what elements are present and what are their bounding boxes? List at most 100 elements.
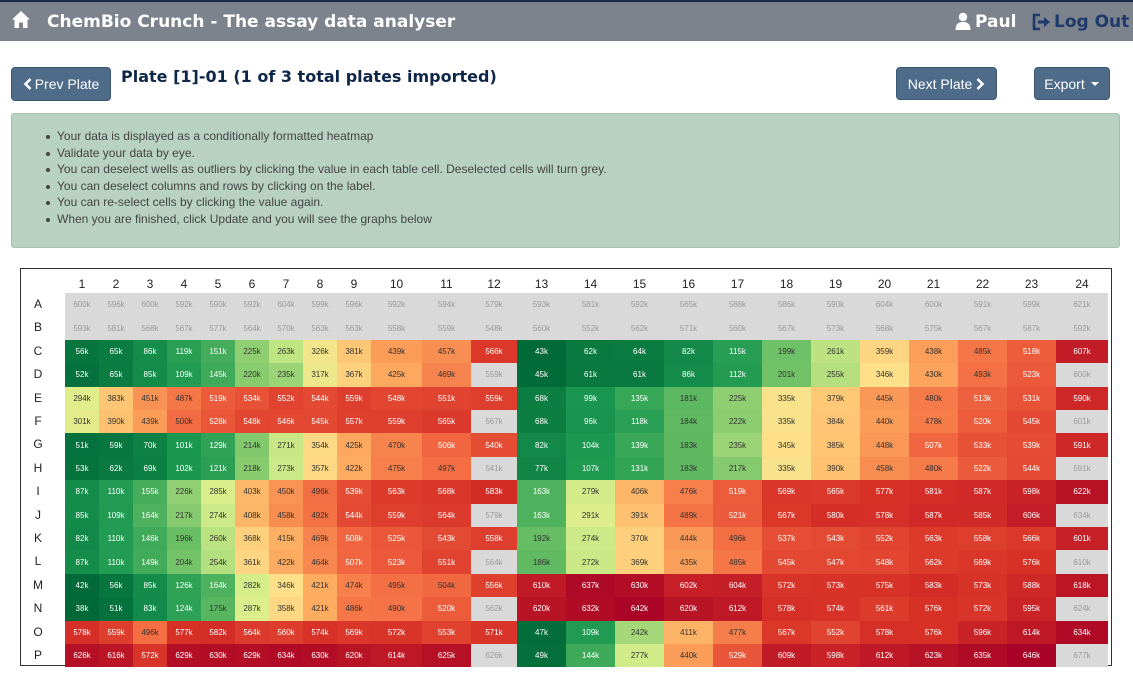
column-label-13[interactable]: 13	[534, 277, 549, 291]
well-J9[interactable]: 544k	[337, 503, 371, 527]
well-I22[interactable]: 587k	[958, 480, 1007, 504]
column-label-4[interactable]: 4	[180, 277, 188, 291]
well-I1[interactable]: 87k	[65, 480, 99, 504]
well-G16[interactable]: 183k	[664, 433, 713, 457]
well-B4[interactable]: 567k	[167, 316, 201, 340]
logout-icon[interactable]	[1032, 13, 1052, 31]
well-F19[interactable]: 384k	[811, 410, 860, 434]
well-N7[interactable]: 358k	[269, 597, 303, 621]
well-H22[interactable]: 522k	[958, 456, 1007, 481]
well-D7[interactable]: 235k	[269, 363, 303, 387]
well-C13[interactable]: 43k	[517, 339, 566, 364]
well-N5[interactable]: 175k	[201, 597, 235, 621]
well-G5[interactable]: 129k	[201, 433, 235, 457]
well-D15[interactable]: 61k	[615, 363, 664, 387]
well-A20[interactable]: 604k	[860, 293, 909, 317]
well-B22[interactable]: 567k	[958, 316, 1007, 340]
well-J11[interactable]: 564k	[422, 503, 471, 527]
well-C5[interactable]: 151k	[201, 339, 235, 364]
well-D13[interactable]: 45k	[517, 363, 566, 387]
row-label-D[interactable]: D	[33, 367, 43, 382]
well-J10[interactable]: 559k	[371, 503, 422, 527]
well-C2[interactable]: 65k	[99, 339, 133, 364]
well-G4[interactable]: 101k	[167, 433, 201, 457]
column-label-12[interactable]: 12	[487, 277, 501, 291]
well-J13[interactable]: 163k	[517, 503, 566, 527]
well-B18[interactable]: 567k	[762, 316, 811, 340]
well-H5[interactable]: 121k	[201, 456, 235, 481]
well-I16[interactable]: 476k	[664, 480, 713, 504]
next-plate-button[interactable]: Next Plate	[896, 67, 997, 100]
row-label-O[interactable]: O	[33, 624, 43, 639]
well-I23[interactable]: 598k	[1007, 480, 1056, 504]
well-K19[interactable]: 543k	[811, 527, 860, 551]
well-G12[interactable]: 540k	[471, 433, 517, 457]
export-button[interactable]: Export	[1034, 67, 1110, 100]
column-label-20[interactable]: 20	[877, 277, 892, 291]
well-K24[interactable]: 601k	[1056, 527, 1108, 551]
well-G14[interactable]: 104k	[566, 433, 615, 457]
column-label-11[interactable]: 11	[440, 277, 453, 291]
column-label-10[interactable]: 10	[389, 277, 404, 291]
well-K6[interactable]: 368k	[235, 527, 269, 551]
well-N18[interactable]: 578k	[762, 597, 811, 621]
well-M6[interactable]: 282k	[235, 573, 269, 598]
row-label-F[interactable]: F	[34, 414, 42, 428]
well-D4[interactable]: 109k	[167, 363, 201, 387]
well-C22[interactable]: 485k	[958, 339, 1007, 364]
well-E12[interactable]: 559k	[471, 386, 517, 410]
well-E8[interactable]: 544k	[303, 386, 337, 410]
well-I13[interactable]: 163k	[517, 480, 566, 504]
well-B2[interactable]: 581k	[99, 316, 133, 340]
well-J18[interactable]: 567k	[762, 503, 811, 527]
well-K8[interactable]: 469k	[303, 527, 337, 551]
well-M13[interactable]: 610k	[517, 573, 566, 598]
well-L15[interactable]: 369k	[615, 550, 664, 574]
well-E24[interactable]: 590k	[1056, 386, 1108, 410]
well-L21[interactable]: 562k	[909, 550, 958, 574]
well-O11[interactable]: 553k	[422, 620, 471, 644]
well-B16[interactable]: 571k	[664, 316, 713, 340]
row-label-P[interactable]: P	[33, 648, 42, 662]
well-I14[interactable]: 279k	[566, 480, 615, 504]
well-B24[interactable]: 592k	[1056, 316, 1108, 340]
well-C23[interactable]: 518k	[1007, 339, 1056, 364]
well-G11[interactable]: 506k	[422, 433, 471, 457]
well-F1[interactable]: 301k	[65, 410, 99, 434]
well-G20[interactable]: 448k	[860, 433, 909, 457]
well-F5[interactable]: 528k	[201, 410, 235, 434]
well-C18[interactable]: 199k	[762, 339, 811, 364]
well-K17[interactable]: 496k	[713, 527, 762, 551]
well-H20[interactable]: 458k	[860, 456, 909, 481]
row-label-H[interactable]: H	[33, 460, 43, 475]
well-G22[interactable]: 533k	[958, 433, 1007, 457]
well-F17[interactable]: 222k	[713, 410, 762, 434]
well-D3[interactable]: 85k	[133, 363, 167, 387]
well-K23[interactable]: 566k	[1007, 527, 1056, 551]
well-A12[interactable]: 579k	[471, 293, 517, 317]
well-J1[interactable]: 85k	[65, 503, 99, 527]
well-A4[interactable]: 592k	[167, 293, 201, 317]
well-A9[interactable]: 596k	[337, 293, 371, 317]
well-J8[interactable]: 492k	[303, 503, 337, 527]
well-C15[interactable]: 64k	[615, 339, 664, 364]
well-P7[interactable]: 634k	[269, 644, 303, 668]
well-P14[interactable]: 144k	[566, 644, 615, 668]
well-M17[interactable]: 604k	[713, 573, 762, 598]
well-A1[interactable]: 600k	[65, 293, 99, 317]
well-O1[interactable]: 578k	[65, 620, 99, 644]
well-M10[interactable]: 495k	[371, 573, 422, 598]
well-A21[interactable]: 600k	[909, 293, 958, 317]
well-K20[interactable]: 552k	[860, 527, 909, 551]
well-I11[interactable]: 568k	[422, 480, 471, 504]
well-P19[interactable]: 598k	[811, 644, 860, 668]
well-C8[interactable]: 326k	[303, 339, 337, 364]
well-L20[interactable]: 548k	[860, 550, 909, 574]
home-icon[interactable]	[11, 10, 31, 30]
well-C6[interactable]: 225k	[235, 339, 269, 364]
well-F24[interactable]: 601k	[1056, 410, 1108, 434]
column-label-24[interactable]: 24	[1075, 277, 1089, 291]
well-B1[interactable]: 593k	[65, 316, 99, 340]
well-L14[interactable]: 272k	[566, 550, 615, 574]
well-P1[interactable]: 626k	[65, 644, 99, 668]
